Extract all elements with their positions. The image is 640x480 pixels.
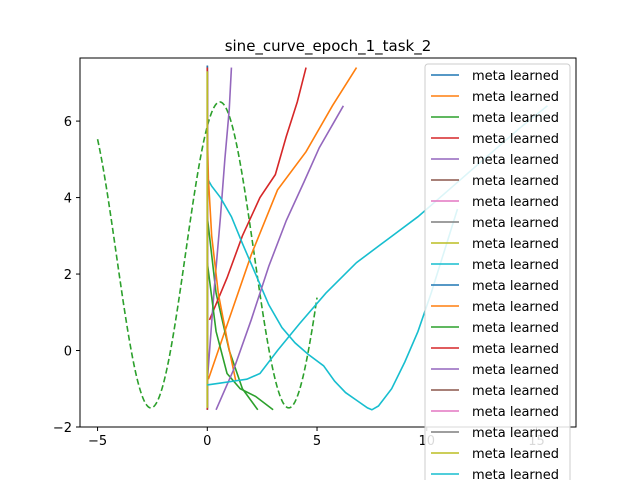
legend-box bbox=[424, 63, 571, 480]
legend-label: meta learned bbox=[472, 90, 559, 105]
y-tick-label: −2 bbox=[53, 421, 72, 436]
x-tick-label: −5 bbox=[88, 434, 107, 449]
series-line-15 bbox=[215, 105, 345, 411]
legend-label: meta learned bbox=[472, 132, 559, 147]
legend-label: meta learned bbox=[472, 447, 559, 462]
legend-label: meta learned bbox=[472, 426, 559, 441]
legend-label: meta learned bbox=[472, 174, 559, 189]
legend-label: meta learned bbox=[472, 321, 559, 336]
chart-title: sine_curve_epoch_1_task_2 bbox=[225, 37, 432, 56]
legend-label: meta learned bbox=[472, 69, 559, 84]
y-tick-label: 6 bbox=[64, 115, 72, 130]
target-curve bbox=[96, 101, 318, 409]
axes-border bbox=[79, 57, 577, 428]
y-tick-label: 2 bbox=[64, 268, 72, 283]
legend-label: meta learned bbox=[472, 468, 559, 480]
x-tick-label: 0 bbox=[203, 434, 211, 449]
legend-label: meta learned bbox=[472, 153, 559, 168]
legend-label: meta learned bbox=[472, 279, 559, 294]
legend-label: meta learned bbox=[472, 342, 559, 357]
legend-label: meta learned bbox=[472, 195, 559, 210]
axes-frame bbox=[79, 57, 577, 428]
x-tick-label: 5 bbox=[313, 434, 321, 449]
legend-label: meta learned bbox=[472, 384, 559, 399]
legend-label: meta learned bbox=[472, 405, 559, 420]
series-line-12 bbox=[206, 132, 237, 382]
legend-label: meta learned bbox=[472, 237, 559, 252]
plot-lines bbox=[96, 65, 548, 411]
legend-label: meta learned bbox=[472, 258, 559, 273]
series-line-4 bbox=[208, 67, 307, 321]
legend-label: meta learned bbox=[472, 111, 559, 126]
series-line-10 bbox=[206, 178, 459, 411]
legend-label: meta learned bbox=[472, 363, 559, 378]
legend-label: meta learned bbox=[472, 216, 559, 231]
legend: meta learned meta learned meta learned meta… bbox=[424, 63, 571, 480]
y-tick-label: 0 bbox=[64, 345, 72, 360]
legend-label: meta learned bbox=[472, 300, 559, 315]
y-axis: −2 0 2 4 6 bbox=[53, 115, 80, 436]
y-tick-label: 4 bbox=[64, 192, 72, 207]
